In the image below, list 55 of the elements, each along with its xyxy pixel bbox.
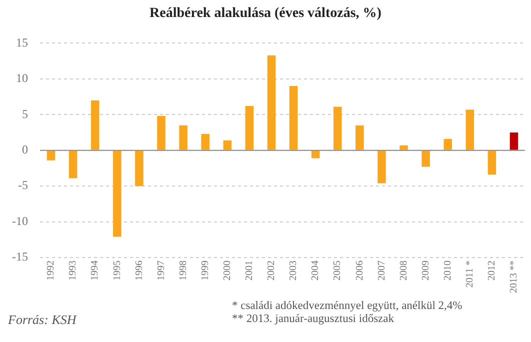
x-tick-label: 2001 bbox=[244, 260, 256, 280]
bar bbox=[90, 100, 100, 150]
text: ** 2013. január-augusztusi időszak bbox=[232, 313, 396, 326]
x-tick-label: 1993 bbox=[68, 260, 79, 280]
bar bbox=[289, 86, 298, 150]
x-tick-label: 1994 bbox=[90, 260, 101, 280]
x-tick-label: 2009 bbox=[420, 260, 432, 280]
bar bbox=[68, 150, 78, 178]
y-tick-label: -5 bbox=[18, 178, 28, 192]
bar bbox=[422, 150, 430, 167]
bar bbox=[267, 55, 276, 150]
bar bbox=[333, 106, 342, 150]
x-tick-label: 1998 bbox=[178, 260, 189, 280]
y-tick-label: 15 bbox=[16, 35, 28, 50]
x-tick-label: 2010 bbox=[442, 260, 454, 280]
x-tick-label: 2000 bbox=[222, 260, 234, 280]
y-tick-label: 5 bbox=[22, 106, 28, 121]
bar bbox=[135, 150, 144, 186]
x-tick-label: 1992 bbox=[46, 260, 57, 280]
bar bbox=[223, 140, 232, 150]
bar bbox=[311, 150, 320, 158]
chart-title: Reálbérek alakulása (éves változás, %) bbox=[148, 5, 382, 23]
x-tick-label: 2012 bbox=[486, 260, 498, 280]
bar bbox=[113, 150, 122, 237]
y-tick-label: 0 bbox=[22, 142, 28, 157]
bar bbox=[466, 110, 474, 150]
bar bbox=[201, 134, 210, 150]
x-tick-label: 2013 ** bbox=[508, 260, 520, 293]
bar bbox=[46, 150, 56, 160]
bar bbox=[510, 132, 518, 150]
bar bbox=[400, 145, 408, 150]
bar bbox=[378, 150, 386, 184]
y-tick-label: 10 bbox=[16, 71, 28, 86]
bar bbox=[245, 106, 254, 150]
x-tick-label: 2003 bbox=[288, 260, 300, 280]
x-tick-label: 2007 bbox=[376, 260, 388, 280]
x-tick-label: 2004 bbox=[310, 260, 322, 280]
x-tick-label: 2011 * bbox=[464, 260, 476, 288]
y-tick-label: -10 bbox=[12, 214, 28, 228]
x-tick-label: 2008 bbox=[398, 260, 410, 280]
bar bbox=[157, 116, 166, 150]
x-tick-label: 1997 bbox=[156, 260, 167, 280]
text: Forrás: KSH bbox=[8, 312, 76, 328]
text: * családi adókedvezménnyel együtt, anélkül 2,4% bbox=[232, 300, 462, 313]
bar bbox=[179, 125, 188, 150]
bar bbox=[488, 150, 496, 175]
x-tick-label: 1996 bbox=[134, 260, 145, 280]
x-tick-label: 2005 bbox=[332, 260, 344, 280]
x-tick-label: 2006 bbox=[354, 260, 366, 280]
bar bbox=[356, 125, 364, 150]
bar bbox=[444, 138, 452, 150]
x-tick-label: 2002 bbox=[266, 260, 278, 280]
x-tick-label: 1999 bbox=[200, 260, 211, 280]
y-tick-label: -15 bbox=[12, 250, 28, 264]
x-tick-label: 1995 bbox=[112, 260, 123, 280]
